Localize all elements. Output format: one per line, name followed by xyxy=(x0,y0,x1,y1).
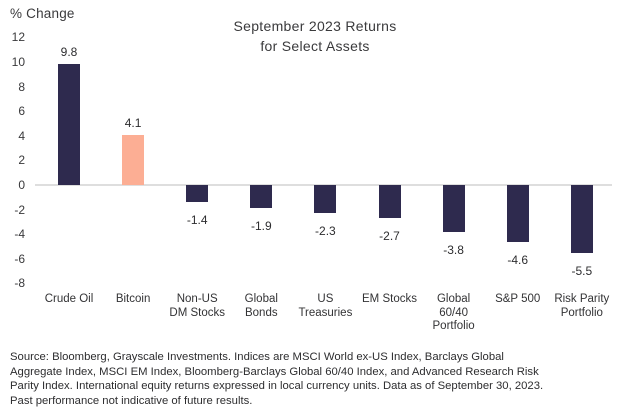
bar-value-label: -2.7 xyxy=(379,229,400,244)
bar-em-stocks xyxy=(378,185,401,219)
x-axis-category-line: Risk Parity xyxy=(554,293,610,305)
chart-title: September 2023 Returns for Select Assets xyxy=(160,16,470,56)
bar-risk-parity-portfolio xyxy=(570,185,593,253)
y-axis-tick-label: 2 xyxy=(18,153,25,168)
bar-global-60-40-portfolio xyxy=(442,185,465,232)
bar-global-bonds xyxy=(250,185,273,209)
x-axis-category-label: Global Bonds xyxy=(225,293,297,320)
bar-s-p-500 xyxy=(506,185,529,242)
y-axis-tick-label: 6 xyxy=(18,104,25,119)
x-axis-category-line: Bitcoin xyxy=(115,293,151,305)
bar-value-label: 4.1 xyxy=(124,115,142,130)
x-axis-category-line: S&P 500 xyxy=(495,293,541,305)
x-axis-category-label: Risk Parity Portfolio xyxy=(546,293,618,320)
bar-value-label: -2.3 xyxy=(315,224,336,239)
x-axis-category-line: Treasuries xyxy=(298,306,353,319)
y-axis-tick-label: 0 xyxy=(18,178,25,192)
x-axis-category-line: Global xyxy=(244,293,278,305)
source-note-line: Parity Index. International equity retur… xyxy=(10,380,544,393)
x-axis-category-label: S&P 500 xyxy=(482,293,554,307)
source-note-line: Aggregate Index, MSCI EM Index, Bloomber… xyxy=(10,365,539,378)
x-axis-category-label: Crude Oil xyxy=(33,293,105,307)
x-axis-category-line: Non-US xyxy=(176,293,218,305)
bar-bitcoin xyxy=(122,134,145,185)
x-axis-category-line: Portfolio xyxy=(560,306,603,319)
x-axis-category-line: US xyxy=(317,293,334,305)
source-note-line: Source: Bloomberg, Grayscale Investments… xyxy=(10,351,504,363)
y-axis-tick-label: 10 xyxy=(11,55,25,69)
bar-non-us-dm-stocks xyxy=(186,185,209,203)
y-axis-tick-label: 8 xyxy=(18,79,25,94)
x-axis-category-label: US Treasuries xyxy=(289,293,361,320)
x-axis-category-line: DM Stocks xyxy=(169,306,225,319)
source-note-line: Past performance not indicative of futur… xyxy=(10,394,253,407)
bar-us-treasuries xyxy=(314,185,337,214)
bar-value-label: -1.9 xyxy=(250,219,272,234)
bar-value-label: -3.8 xyxy=(443,242,464,257)
bar-value-label: -1.4 xyxy=(186,213,208,228)
source-note: Source: Bloomberg, Grayscale Investments… xyxy=(10,350,620,408)
x-axis-category-line: EM Stocks xyxy=(362,293,417,305)
x-axis-category-line: Global xyxy=(436,293,471,305)
x-axis-category-label: EM Stocks xyxy=(354,293,426,307)
bar-value-label: 9.8 xyxy=(60,45,78,60)
y-axis-tick-label: 4 xyxy=(18,128,25,143)
plot-area: 12 10 8 6 4 2 0 -2 -4 -6 -8 9.8 Crude Oil 4.1 Bitcoin -… xyxy=(11,30,618,334)
y-axis-tick-label: 12 xyxy=(11,30,25,45)
x-axis-category-line: Portfolio xyxy=(432,320,475,332)
y-axis-tick-label: -2 xyxy=(14,202,25,217)
x-axis-category-label: Global 60/40 Portfolio xyxy=(418,293,490,334)
y-axis-tick-label: -8 xyxy=(14,276,25,291)
x-axis-category-line: Crude Oil xyxy=(44,293,94,305)
y-axis-tick-label: -4 xyxy=(14,227,25,242)
x-axis-category-label: Non-US DM Stocks xyxy=(161,293,233,320)
bar-value-label: -5.5 xyxy=(571,263,593,278)
chart-title-line1: September 2023 Returns xyxy=(233,18,397,34)
bar-value-label: -4.6 xyxy=(507,252,529,267)
y-axis-title: % Change xyxy=(10,6,75,21)
x-axis-category-line: 60/40 xyxy=(439,306,468,319)
x-axis-category-line: Bonds xyxy=(244,306,278,319)
y-axis-tick-label: -6 xyxy=(14,251,25,266)
x-axis-category-label: Bitcoin xyxy=(97,293,169,307)
chart-title-line2: for Select Assets xyxy=(260,38,370,54)
bar-crude-oil xyxy=(58,64,80,185)
